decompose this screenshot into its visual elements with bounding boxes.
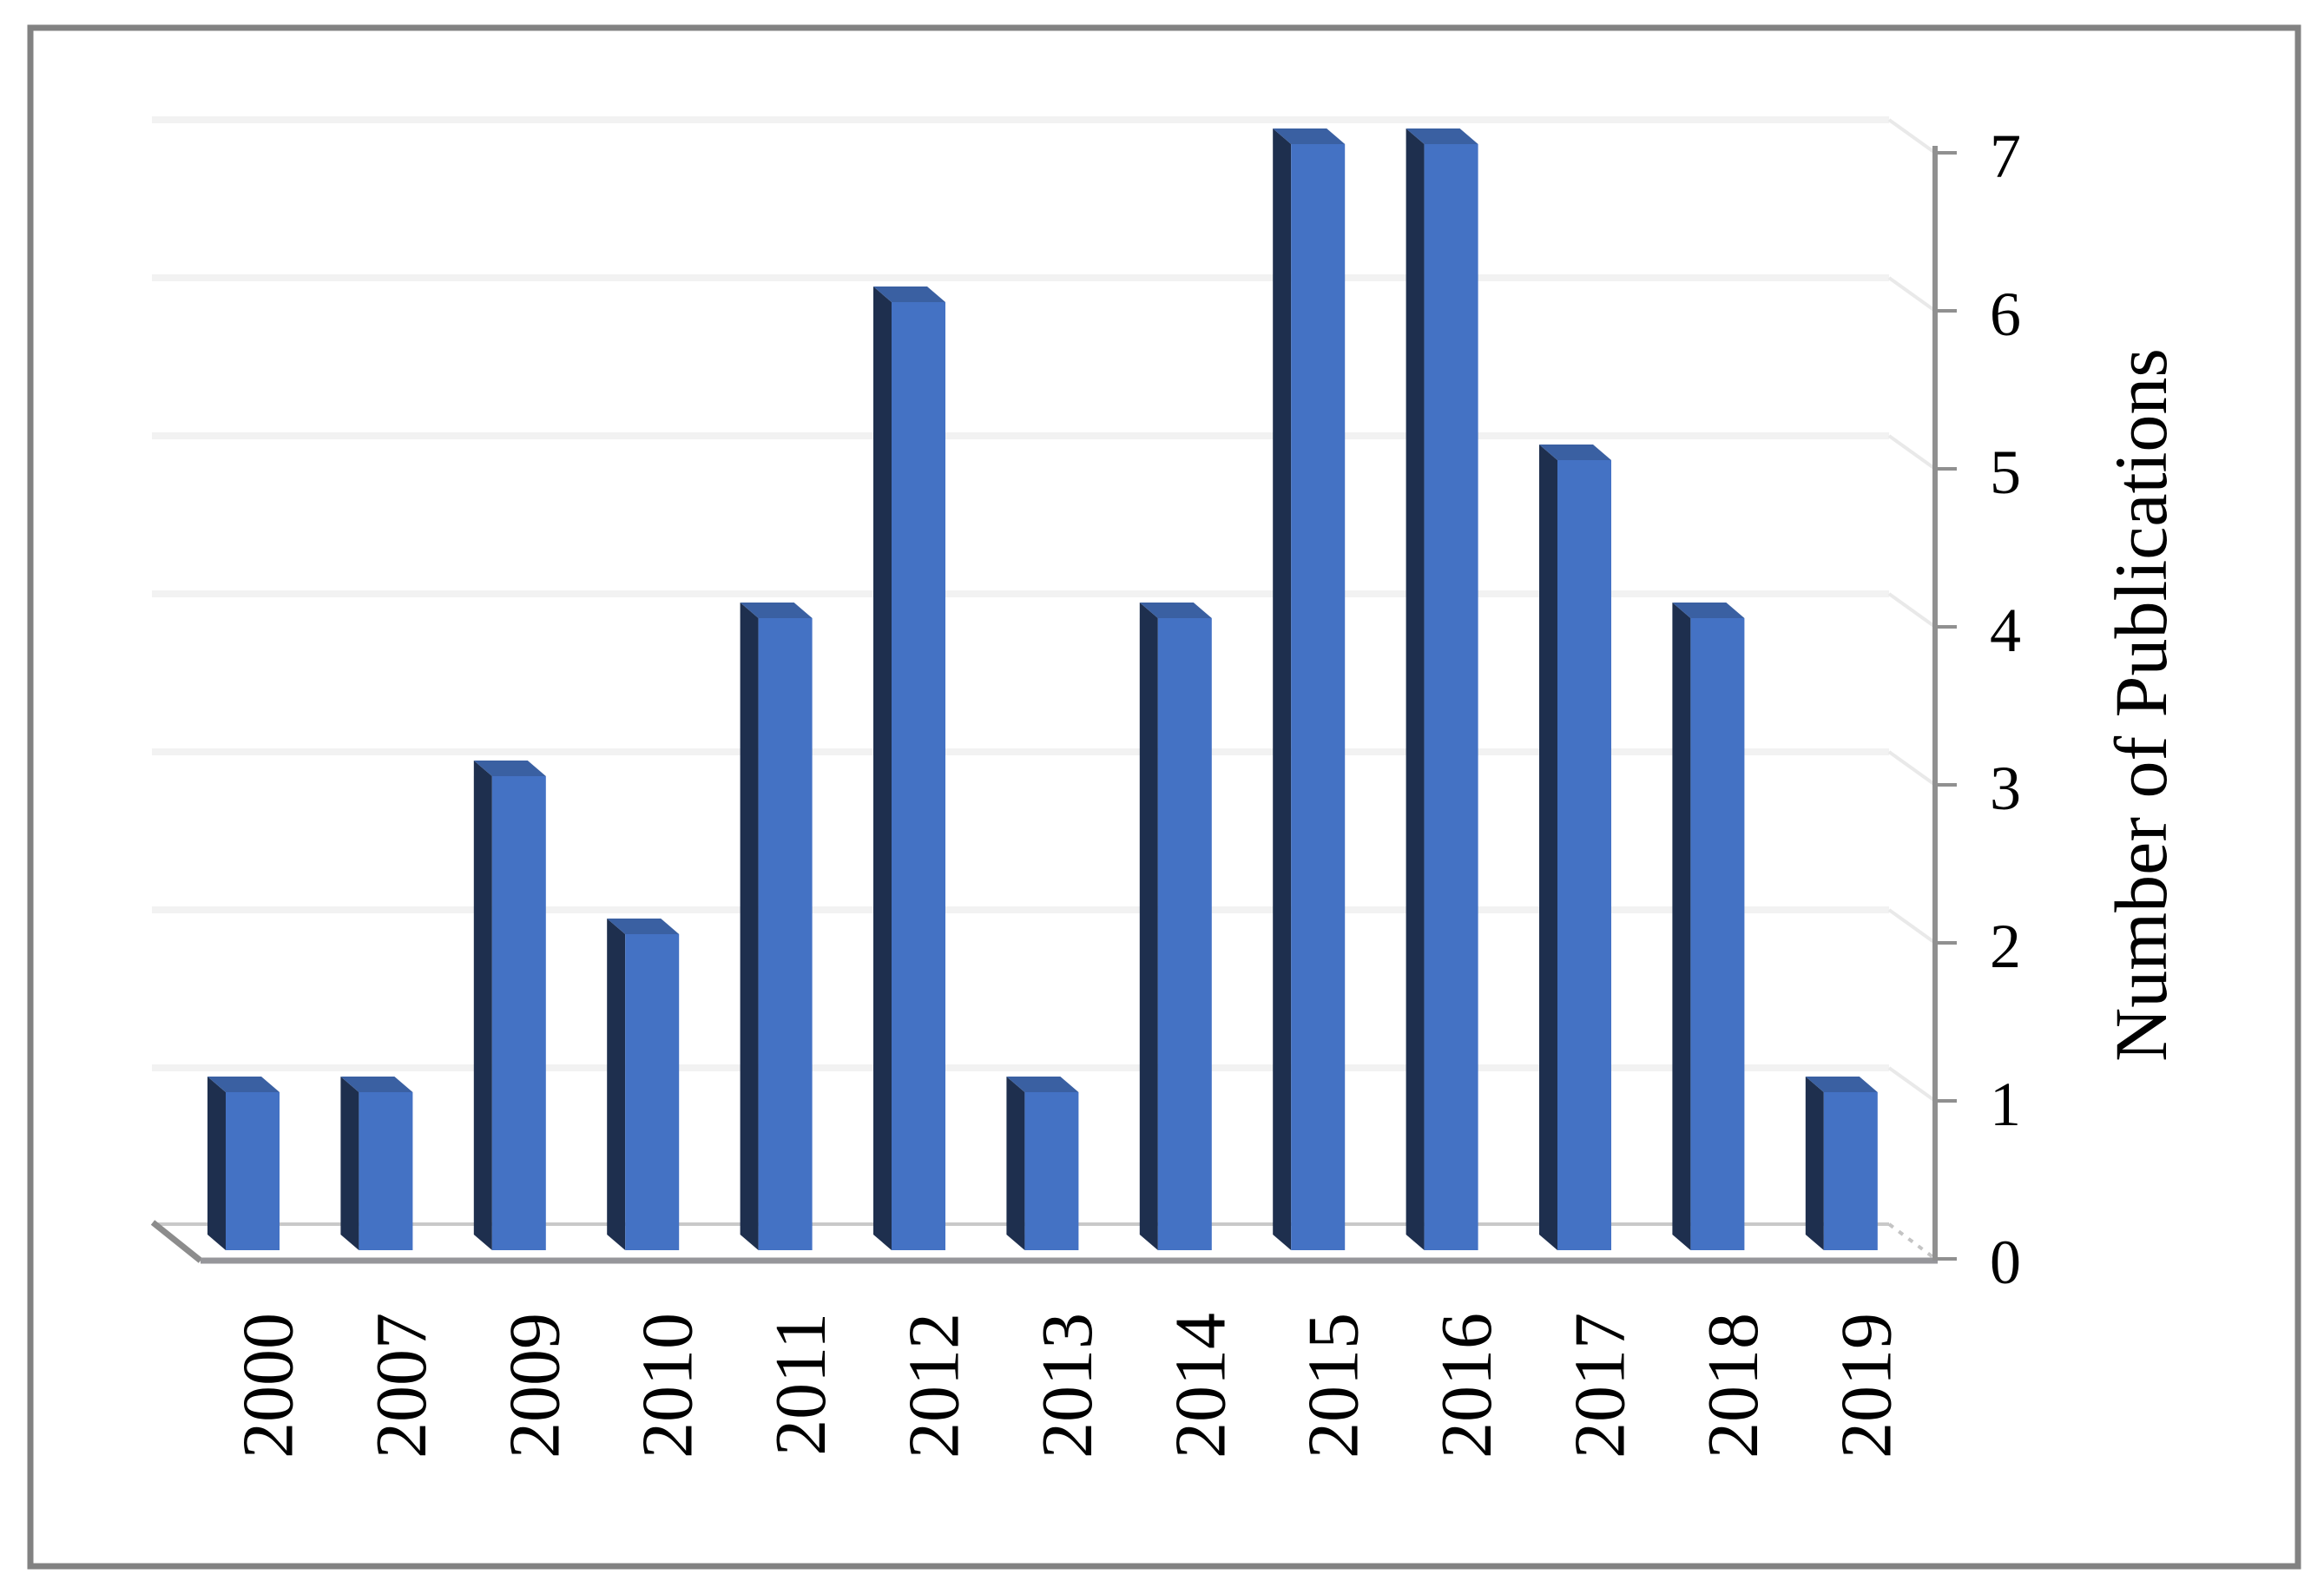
x-label-2007: 2007 <box>361 1313 442 1459</box>
bar-2019 <box>1805 1077 1878 1250</box>
bar-front-face <box>1157 618 1212 1250</box>
bar-top-face <box>873 287 945 302</box>
bar-2010 <box>607 919 680 1250</box>
y-tick-label-5: 5 <box>1990 438 2021 507</box>
bar-2017 <box>1539 445 1611 1250</box>
bar-side-face <box>740 603 759 1250</box>
bar-2013 <box>1006 1077 1079 1250</box>
value-axis <box>1932 146 1957 1261</box>
value-axis-tick-labels: 0 1 2 3 4 5 6 7 <box>1990 122 2021 1297</box>
x-label-2013: 2013 <box>1027 1313 1108 1459</box>
bar-top-face <box>340 1077 413 1092</box>
bar-2015 <box>1273 128 1346 1250</box>
bar-side-face <box>1805 1077 1824 1250</box>
y-tick-label-0: 0 <box>1990 1228 2021 1297</box>
y-tick-label-4: 4 <box>1990 596 2021 665</box>
bar-side-face <box>340 1077 359 1250</box>
bar-front-face <box>226 1092 280 1250</box>
bar-side-face <box>1139 603 1158 1250</box>
bar-side-face <box>873 287 892 1250</box>
bar-front-face <box>1823 1092 1878 1250</box>
bar-2014 <box>1139 603 1212 1250</box>
side-gridline-7 <box>1887 118 1937 155</box>
bar-side-face <box>1006 1077 1025 1250</box>
side-gridline-3 <box>1887 750 1937 787</box>
bar-front-face <box>1557 460 1611 1250</box>
y-tick-label-1: 1 <box>1990 1070 2021 1139</box>
floor-left-edge <box>150 1220 203 1263</box>
y-tick-label-6: 6 <box>1990 280 2021 349</box>
y-tick-label-3: 3 <box>1990 754 2021 823</box>
bar-2011 <box>740 603 813 1250</box>
bars-series <box>207 128 1878 1250</box>
side-gridline-2 <box>1887 908 1937 945</box>
floor-right-edge <box>1887 1222 1939 1262</box>
y-tick-label-2: 2 <box>1990 912 2021 981</box>
bar-side-face <box>1539 445 1557 1250</box>
bar-top-face <box>1006 1077 1079 1092</box>
bar-top-face <box>1273 128 1346 144</box>
x-label-2018: 2018 <box>1693 1313 1774 1459</box>
back-wall-gridlines <box>152 116 1889 1071</box>
side-gridline-5 <box>1887 434 1937 471</box>
x-label-2012: 2012 <box>894 1313 975 1459</box>
side-wall-gridlines <box>1887 118 1937 1103</box>
bar-top-face <box>207 1077 280 1092</box>
x-label-2017: 2017 <box>1560 1313 1641 1459</box>
bar-front-face <box>758 618 813 1250</box>
bar-top-face <box>1406 128 1478 144</box>
category-axis-labels: 2000 2007 2009 2010 2011 2012 2013 2014 2015 2016… <box>228 1313 1907 1459</box>
bar-side-face <box>1672 603 1691 1250</box>
bar-side-face <box>473 761 492 1250</box>
x-label-2015: 2015 <box>1294 1313 1374 1459</box>
bar-front-face <box>1424 144 1478 1250</box>
x-label-2010: 2010 <box>628 1313 708 1459</box>
bar-side-face <box>1273 128 1292 1250</box>
bar-2016 <box>1406 128 1478 1250</box>
bar-2000 <box>207 1077 280 1250</box>
bar-front-face <box>892 302 945 1250</box>
x-label-2009: 2009 <box>494 1313 575 1459</box>
bar-side-face <box>207 1077 226 1250</box>
bar-top-face <box>1805 1077 1878 1092</box>
x-label-2011: 2011 <box>760 1313 841 1456</box>
bar-top-face <box>607 919 680 934</box>
bar-top-face <box>473 761 546 776</box>
bar-top-face <box>1139 603 1212 618</box>
bar-front-face <box>359 1092 413 1250</box>
bar-side-face <box>607 919 626 1250</box>
y-tick-label-7: 7 <box>1990 122 2021 191</box>
bar-front-face <box>625 934 680 1250</box>
bar-front-face <box>1024 1092 1079 1250</box>
x-label-2000: 2000 <box>228 1313 309 1459</box>
bar-front-face <box>491 776 546 1250</box>
x-label-2014: 2014 <box>1160 1313 1241 1459</box>
y-axis-title: Number of Publications <box>2099 348 2182 1062</box>
bar-2009 <box>473 761 546 1250</box>
bar-side-face <box>1406 128 1425 1250</box>
bar-2007 <box>340 1077 413 1250</box>
bar-top-face <box>740 603 813 618</box>
bar-2018 <box>1672 603 1745 1250</box>
outer-border <box>27 24 2301 1570</box>
side-gridline-6 <box>1887 276 1937 313</box>
bar-top-face <box>1672 603 1745 618</box>
bar-front-face <box>1690 618 1745 1250</box>
side-gridline-4 <box>1887 592 1937 629</box>
bar-top-face <box>1539 445 1611 460</box>
side-gridline-1 <box>1887 1066 1937 1103</box>
bar-2012 <box>873 287 945 1250</box>
bar-front-face <box>1291 144 1346 1250</box>
x-label-2016: 2016 <box>1426 1313 1507 1459</box>
x-label-2019: 2019 <box>1826 1313 1906 1459</box>
